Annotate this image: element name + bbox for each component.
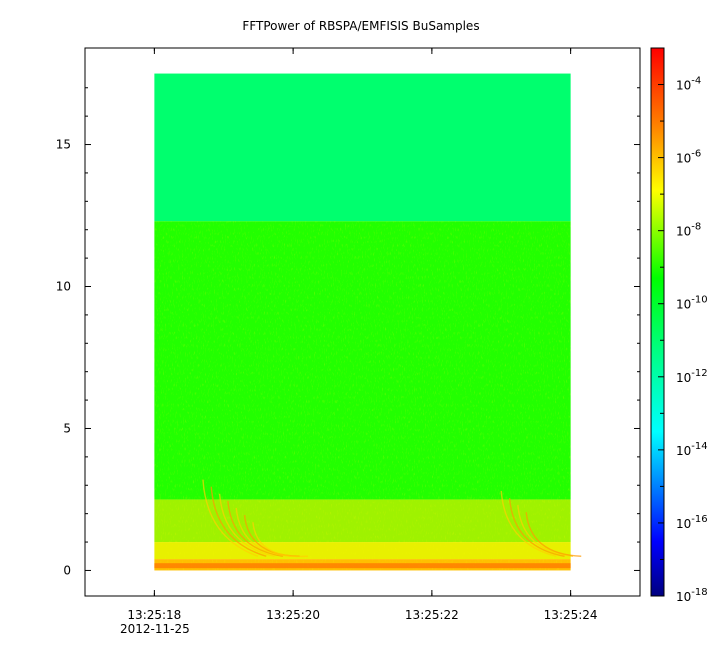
y-tick-label-2: 10 — [56, 280, 71, 294]
low-frequency-band — [154, 563, 571, 569]
colorbar-tick-label-7: 10-18 — [676, 587, 708, 604]
chorus-streak-3 — [227, 500, 284, 557]
chorus-streak-2 — [218, 493, 275, 557]
colorbar — [650, 47, 665, 597]
x-axis: 13:25:18 13:25:20 13:25:22 13:25:24 — [127, 48, 598, 622]
y-tick-label-1: 5 — [63, 421, 71, 435]
colorbar-tick-label-3: 10-10 — [676, 295, 708, 312]
y-axis: 0 5 10 15 — [56, 87, 640, 577]
chart-title: FFTPower of RBSPA/EMFISIS BuSamples — [242, 19, 479, 33]
x-tick-label-2: 13:25:22 — [405, 608, 459, 622]
colorbar-tick-label-1: 10-6 — [676, 149, 701, 166]
chorus-streak-0 — [202, 479, 259, 557]
colorbar-tick-label-5: 10-14 — [676, 441, 708, 458]
y-tick-label-3: 15 — [56, 138, 71, 152]
power-region-0 — [154, 73, 571, 222]
chorus-streak-7 — [500, 490, 557, 557]
chorus-streak-10 — [525, 512, 582, 557]
chorus-streak-8 — [508, 497, 565, 557]
x-tick-label-1: 13:25:20 — [266, 608, 320, 622]
x-tick-label-0: 13:25:18 — [127, 608, 181, 622]
noise-texture — [154, 221, 571, 571]
chorus-streak-9 — [517, 505, 573, 557]
colorbar-tick-label-0: 10-4 — [676, 76, 701, 93]
colorbar-tick-label-6: 10-16 — [676, 514, 708, 531]
chorus-streak-6 — [252, 522, 308, 558]
x-axis-date-label: 2012-11-25 — [120, 622, 190, 636]
x-tick-label-3: 13:25:24 — [544, 608, 598, 622]
colorbar-axis: 10-4 10-6 10-8 10-10 10-12 10-14 10-16 10-18 — [658, 76, 708, 604]
colorbar-tick-label-2: 10-8 — [676, 222, 701, 239]
y-tick-label-0: 0 — [63, 563, 71, 577]
chorus-streak-1 — [210, 486, 267, 557]
chorus-features — [202, 479, 582, 558]
spectrogram-texture — [154, 221, 571, 571]
colorbar-tick-label-4: 10-12 — [676, 368, 708, 385]
